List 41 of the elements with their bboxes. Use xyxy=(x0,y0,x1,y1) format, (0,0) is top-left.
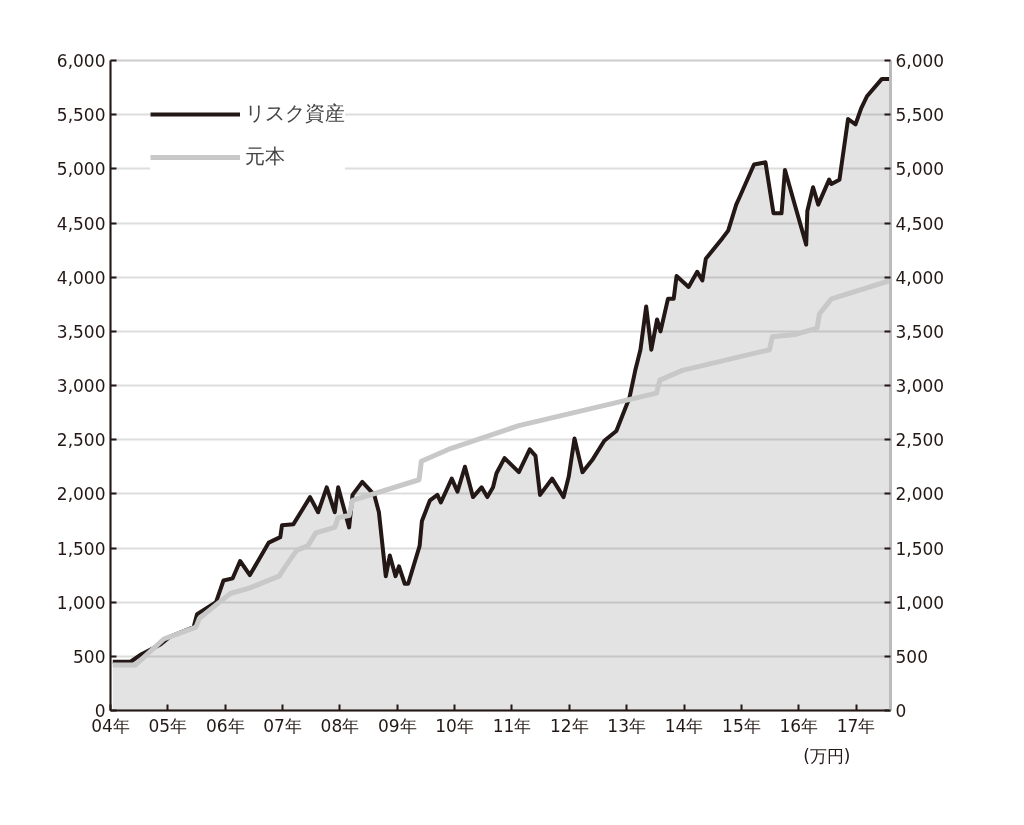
y2-tick-label: 3,000 xyxy=(895,376,945,396)
y-tick-label: 4,500 xyxy=(56,213,106,234)
y2-tick-label: 0 xyxy=(895,701,907,721)
y2-tick-label: 2,500 xyxy=(895,430,945,451)
y2-tick-label: 1,500 xyxy=(895,538,945,559)
y2-tick-label: 1,000 xyxy=(895,592,945,613)
y2-tick-label: 3,500 xyxy=(895,321,945,342)
y-tick-label: 3,500 xyxy=(56,321,106,342)
y2-tick-label: 5,500 xyxy=(895,105,945,126)
x-tick-label: 08年 xyxy=(320,715,360,736)
x-tick-label: 17年 xyxy=(836,715,876,736)
legend-label: リスク資産 xyxy=(245,100,345,127)
x-tick-label: 06年 xyxy=(205,715,245,736)
x-tick-label: 07年 xyxy=(263,715,302,736)
y2-tick-label: 6,000 xyxy=(895,51,945,71)
y-tick-label: 500 xyxy=(73,646,106,667)
x-tick-label: 16年 xyxy=(779,715,819,736)
y-tick-label: 1,000 xyxy=(56,592,106,613)
y2-tick-label: 5,000 xyxy=(895,159,945,180)
text: (万円) xyxy=(803,745,851,766)
x-tick-label: 14年 xyxy=(664,715,704,736)
x-tick-label: 12年 xyxy=(550,715,589,736)
y2-tick-label: 500 xyxy=(895,646,928,667)
y2-tick-label: 4,500 xyxy=(895,213,945,234)
legend-label: 元本 xyxy=(245,143,285,170)
y-tick-label: 5,000 xyxy=(56,159,106,180)
y-tick-label: 2,000 xyxy=(56,484,106,505)
x-tick-label: 15年 xyxy=(722,715,761,736)
x-tick-label: 09年 xyxy=(377,715,417,736)
y-tick-label: 3,000 xyxy=(56,376,106,396)
y-tick-label: 6,000 xyxy=(56,51,106,71)
x-tick-label: 05年 xyxy=(148,715,188,736)
y2-tick-label: 4,000 xyxy=(895,267,945,288)
y-tick-label: 1,500 xyxy=(56,538,106,559)
y-tick-label: 4,000 xyxy=(56,267,106,288)
x-tick-label: 11年 xyxy=(492,715,532,736)
x-tick-label: 13年 xyxy=(607,715,646,736)
y-tick-label: 5,500 xyxy=(56,105,106,126)
y2-tick-label: 2,000 xyxy=(895,484,945,505)
x-tick-label: 10年 xyxy=(435,715,474,736)
y-tick-label: 2,500 xyxy=(56,430,106,451)
